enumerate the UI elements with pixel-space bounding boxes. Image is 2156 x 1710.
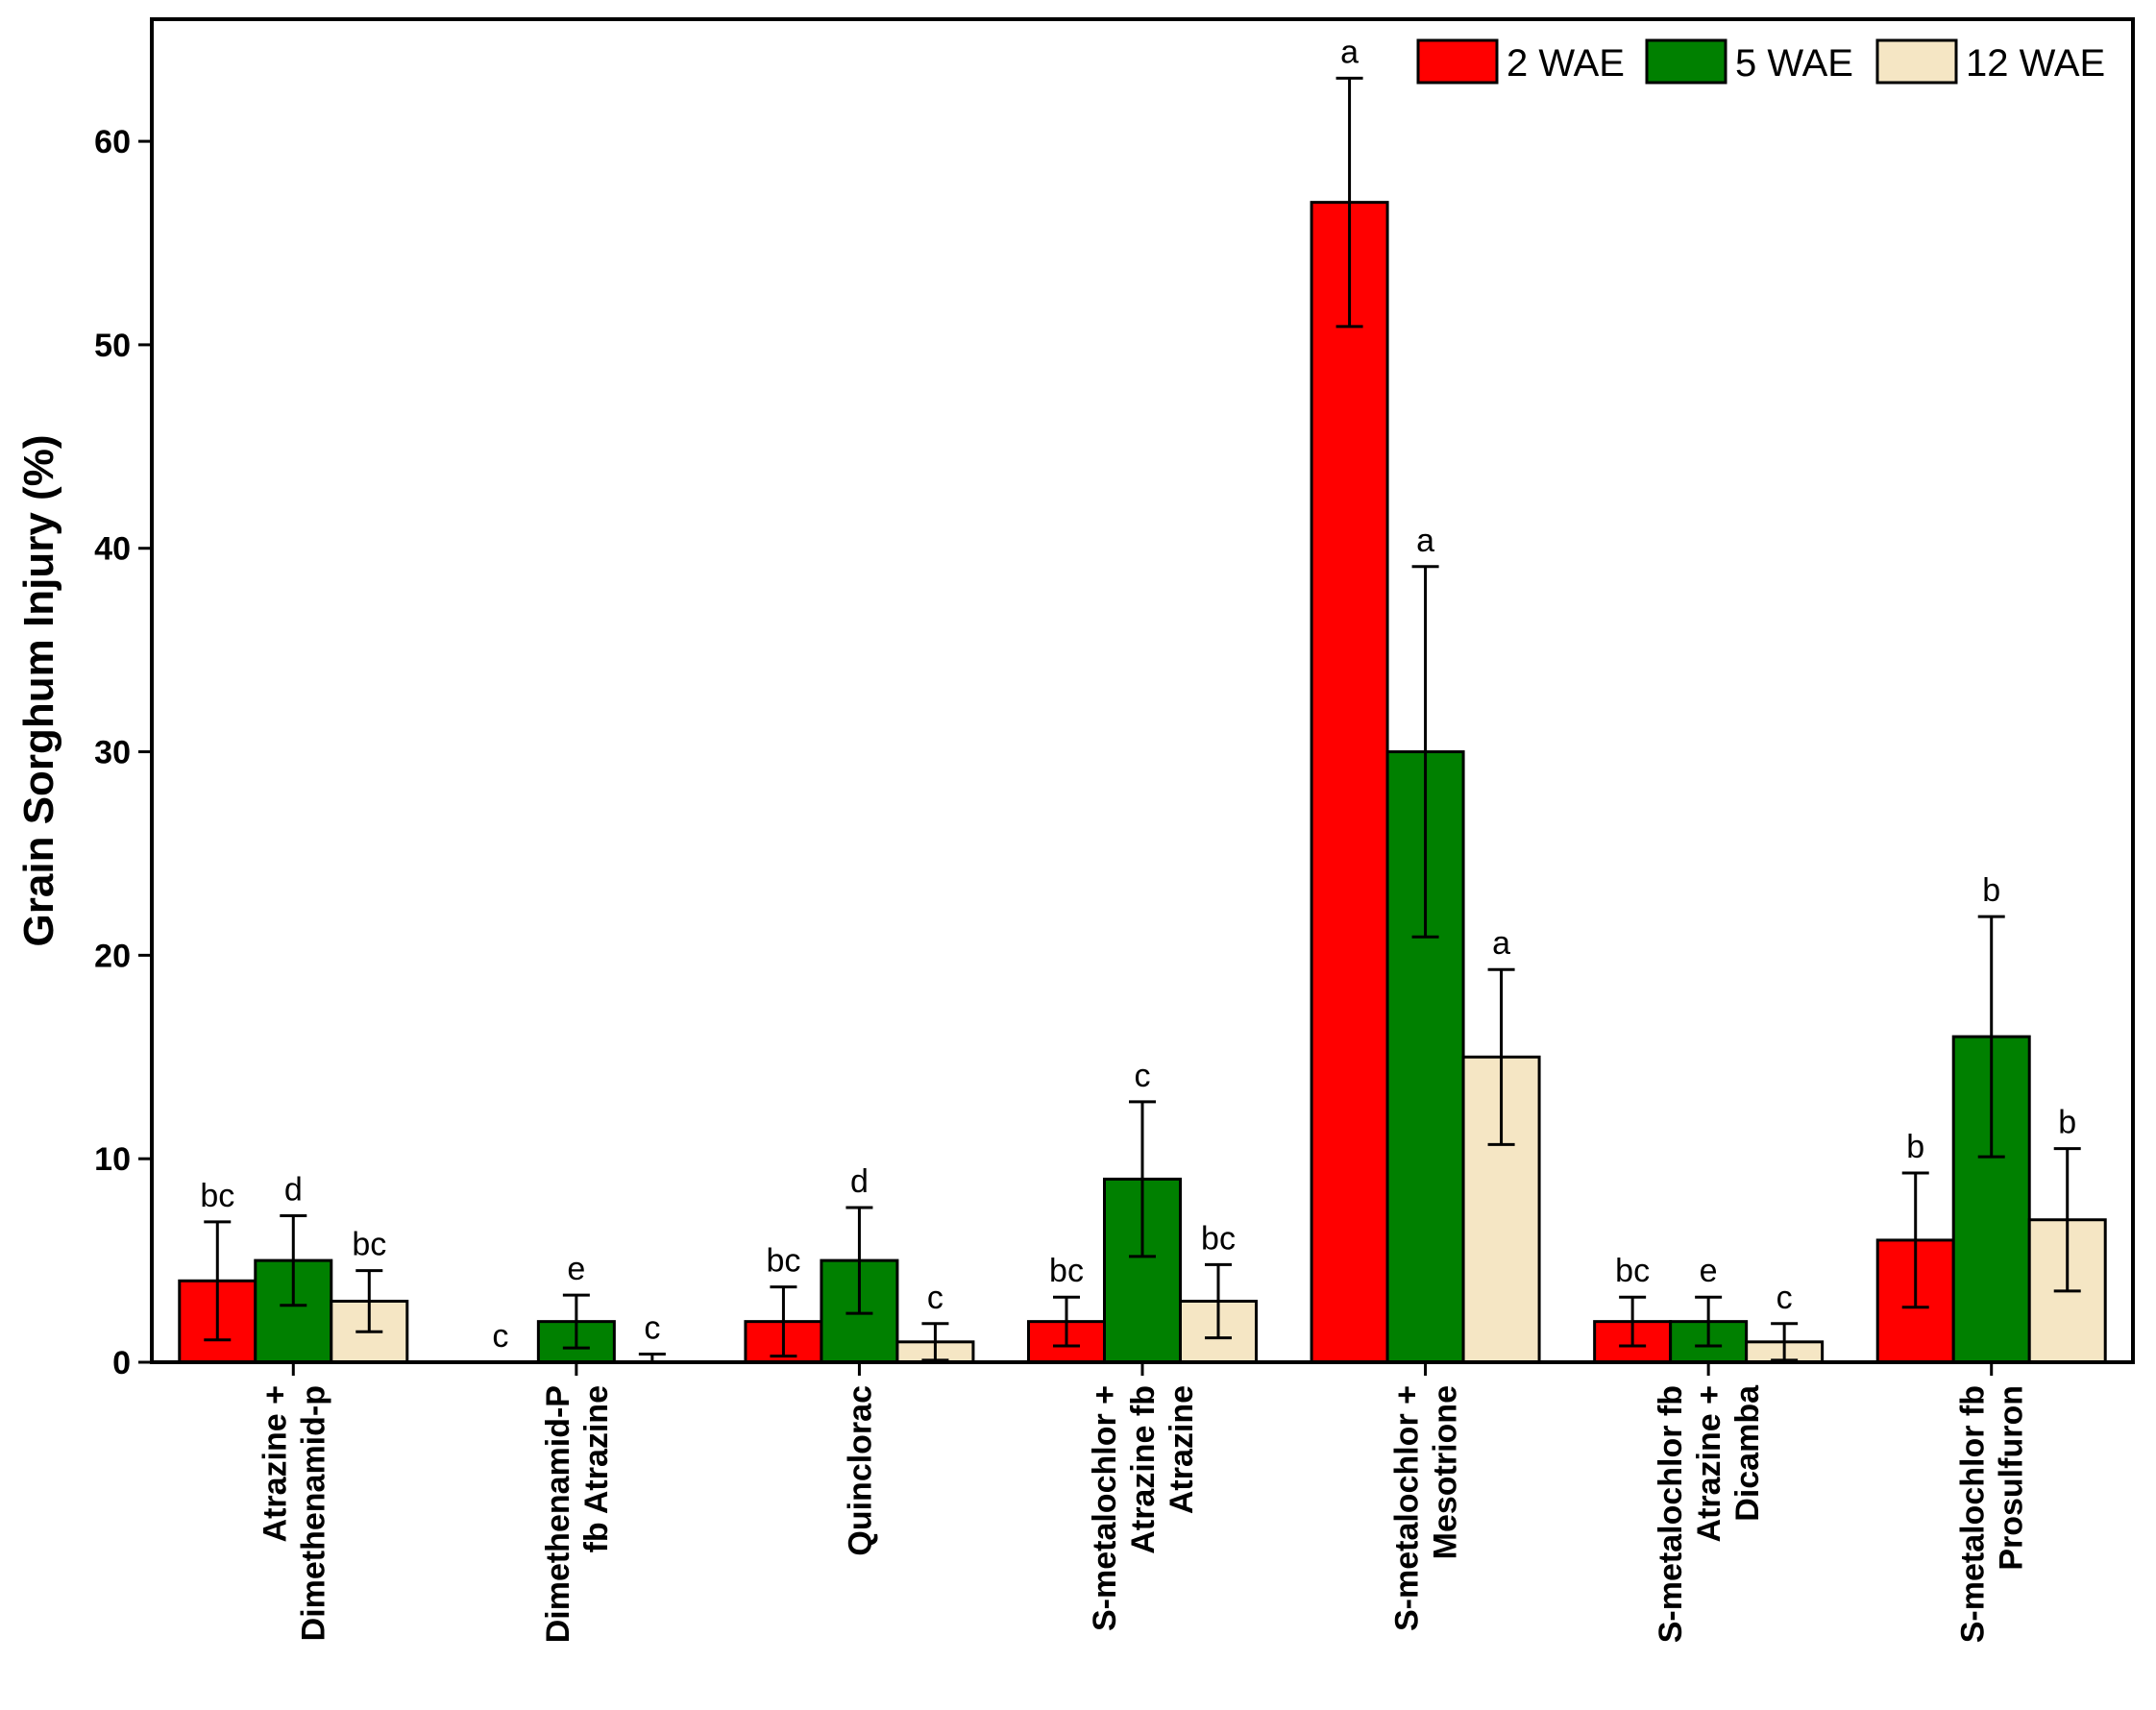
legend-label: 2 WAE (1507, 42, 1625, 85)
significance-letter: c (1776, 1280, 1793, 1316)
y-axis-title: Grain Sorghum Injury (%) (15, 435, 62, 947)
significance-letter: bc (766, 1243, 800, 1280)
x-category-label: Atrazine + (1691, 1385, 1727, 1542)
bar (1310, 201, 1389, 1364)
x-category-label: Atrazine + (257, 1385, 293, 1542)
y-tick-label: 60 (94, 124, 131, 160)
y-tick-label: 10 (94, 1141, 131, 1178)
legend-label: 5 WAE (1735, 42, 1853, 85)
significance-letter: bc (1615, 1253, 1650, 1289)
significance-letter: b (1906, 1129, 1924, 1165)
y-tick-label: 50 (94, 328, 131, 364)
y-axis-ticks: 0 10 20 30 40 50 60 (94, 124, 152, 1381)
x-category-label: Quinclorac (842, 1385, 878, 1556)
x-category-label: Prosulfuron (1994, 1385, 2030, 1571)
legend: 2 WAE 5 WAE 12 WAE (1416, 38, 2105, 85)
x-category-label: Dimethenamid-p (295, 1385, 331, 1641)
x-category-label: S-metalochlor fb (1653, 1385, 1689, 1643)
y-tick-label: 20 (94, 938, 131, 974)
y-tick-label: 0 (112, 1345, 131, 1381)
significance-letter: e (567, 1251, 585, 1287)
significance-letter: bc (1201, 1220, 1236, 1257)
significance-letter: bc (1049, 1253, 1084, 1289)
significance-letter: b (2058, 1105, 2076, 1141)
significance-letters-layer: bc d bc c e c bc d c bc c bc a a a bc e c b b b (200, 34, 2076, 1355)
significance-letter: d (850, 1163, 869, 1200)
legend-swatch (1875, 38, 1958, 85)
legend-swatch (1645, 38, 1727, 85)
significance-letter: a (1492, 925, 1510, 962)
x-axis-ticks: Atrazine + Dimethenamid-p Dimethenamid-P fb… (257, 1362, 2030, 1643)
significance-letter: e (1700, 1253, 1718, 1289)
x-category-label: S-metalochlor + (1087, 1385, 1123, 1631)
x-category-label: Atrazine fb (1125, 1385, 1162, 1554)
error-bars-layer (204, 76, 2081, 1364)
x-category-label: Dicamba (1729, 1384, 1766, 1522)
significance-letter: c (1135, 1058, 1151, 1094)
legend-swatch (1416, 38, 1499, 85)
x-category-label: Mesotrione (1428, 1385, 1464, 1559)
legend-label: 12 WAE (1966, 42, 2105, 85)
significance-letter: d (284, 1171, 303, 1208)
significance-letter: c (927, 1280, 943, 1316)
y-tick-label: 40 (94, 531, 131, 568)
x-category-label: Atrazine (1164, 1385, 1200, 1514)
x-category-label: Dimethenamid-P (540, 1385, 576, 1643)
significance-letter: b (1982, 872, 2000, 909)
significance-letter: a (1340, 34, 1359, 70)
significance-letter: c (492, 1318, 508, 1355)
x-category-label: fb Atrazine (578, 1385, 615, 1552)
x-category-label: S-metalochlor + (1389, 1385, 1426, 1631)
significance-letter: bc (352, 1227, 386, 1263)
significance-letter: c (644, 1310, 660, 1347)
significance-letter: bc (200, 1178, 234, 1214)
y-tick-label: 30 (94, 735, 131, 771)
x-category-label: S-metalochlor fb (1955, 1385, 1992, 1643)
significance-letter: a (1416, 523, 1434, 559)
